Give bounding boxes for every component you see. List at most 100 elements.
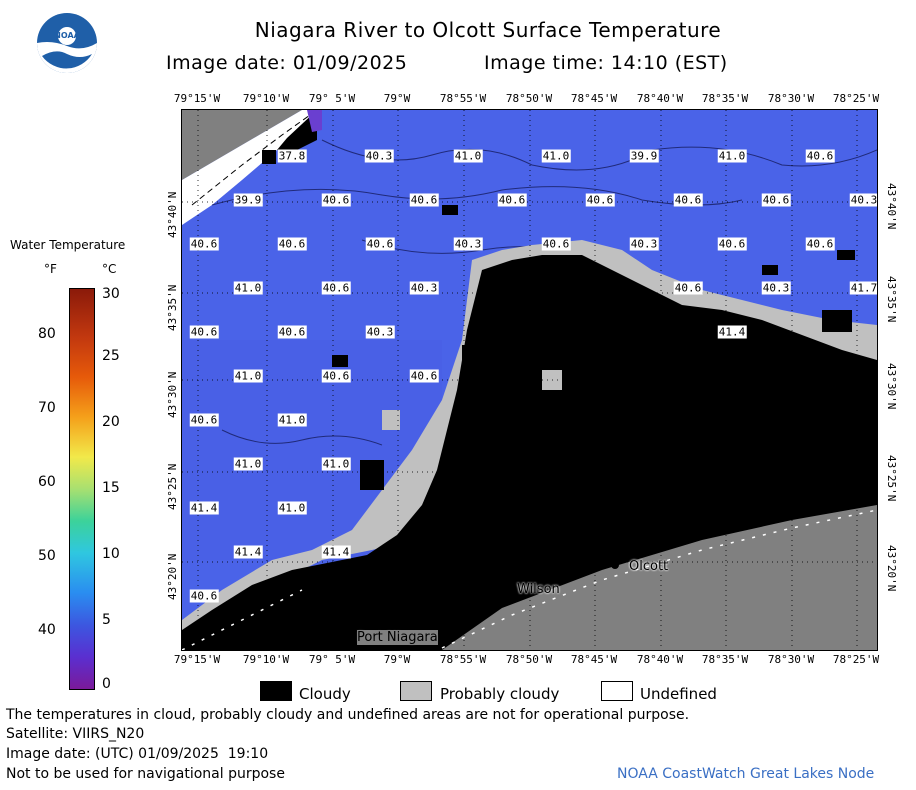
temp-label: 40.6 (673, 193, 703, 207)
probably-cloudy-swatch (400, 681, 432, 701)
satellite-text: Satellite: VIIRS_N20 (6, 726, 145, 742)
temp-label: 40.6 (189, 589, 219, 603)
temp-label: 40.6 (189, 237, 219, 251)
lon-label: 78°35'W (701, 92, 749, 105)
temp-label: 40.6 (497, 193, 527, 207)
temp-label: 41.4 (321, 545, 351, 559)
temp-label: 40.3 (761, 281, 791, 295)
image-time: Image time: 14:10 (EST) (484, 52, 728, 74)
c-tick: 0 (102, 676, 111, 692)
temp-label: 40.6 (541, 237, 571, 251)
temp-label: 40.6 (717, 237, 747, 251)
temp-label: 40.6 (805, 237, 835, 251)
temp-label: 40.6 (805, 149, 835, 163)
temp-label: 40.3 (365, 325, 395, 339)
map-graphic (182, 110, 877, 650)
temp-label: 40.6 (409, 193, 439, 207)
utc-date-text: Image date: (UTC) 01/09/2025 19:10 (6, 746, 269, 762)
temp-label: 41.0 (717, 149, 747, 163)
temp-label: 40.6 (277, 237, 307, 251)
lon-label: 78°45'W (570, 92, 618, 105)
cloudy-key-label: Cloudy (299, 685, 351, 703)
temperature-map: Olcott Wilson Port Niagara 37.8 40.3 41.… (181, 109, 878, 651)
f-tick: 50 (38, 548, 56, 564)
lon-label: 79°10'W (242, 92, 290, 105)
temp-label: 41.7 (849, 281, 878, 295)
disclaimer-text: The temperatures in cloud, probably clou… (6, 707, 690, 723)
noaa-logo: NOAA (36, 12, 98, 74)
lat-label: 43°35'N (885, 276, 898, 323)
temp-label: 40.6 (277, 325, 307, 339)
temp-label: 41.0 (233, 457, 263, 471)
temp-label: 40.6 (761, 193, 791, 207)
temp-label: 40.6 (321, 281, 351, 295)
port-niagara-label: Port Niagara (357, 630, 438, 645)
temp-label: 40.6 (365, 237, 395, 251)
temp-label: 41.0 (277, 501, 307, 515)
temp-label: 41.4 (189, 501, 219, 515)
lon-label: 78°40'W (636, 653, 684, 666)
temp-label: 41.0 (453, 149, 483, 163)
legend-unit-c: °C (102, 262, 117, 276)
temp-label: 40.6 (585, 193, 615, 207)
lon-label: 78°50'W (505, 653, 553, 666)
temp-label: 41.4 (233, 545, 263, 559)
logo-text: NOAA (54, 31, 80, 40)
lon-label: 78°35'W (701, 653, 749, 666)
f-tick: 60 (38, 474, 56, 490)
temp-label: 37.8 (277, 149, 307, 163)
f-tick: 40 (38, 622, 56, 638)
temp-label: 41.0 (321, 457, 351, 471)
temp-label: 40.3 (409, 281, 439, 295)
temp-label: 41.0 (233, 369, 263, 383)
lat-label: 43°20'N (885, 545, 898, 592)
temp-label: 40.6 (673, 281, 703, 295)
lon-label: 79°15'W (173, 92, 221, 105)
lon-label: 79°10'W (242, 653, 290, 666)
lon-label: 78°55'W (439, 653, 487, 666)
credit-text: NOAA CoastWatch Great Lakes Node (617, 766, 875, 782)
lon-label: 79° 5'W (308, 653, 356, 666)
lon-label: 78°45'W (570, 653, 618, 666)
temp-label: 41.0 (233, 281, 263, 295)
c-tick: 30 (102, 286, 120, 302)
undefined-swatch (601, 681, 633, 701)
c-tick: 5 (102, 612, 111, 628)
temp-label: 40.6 (409, 369, 439, 383)
lat-label: 43°30'N (166, 371, 179, 418)
lon-label: 78°40'W (636, 92, 684, 105)
lat-label: 43°25'N (885, 455, 898, 502)
lat-label: 43°40'N (166, 191, 179, 238)
temp-label: 39.9 (233, 193, 263, 207)
temp-label: 41.0 (277, 413, 307, 427)
lon-label: 78°25'W (832, 653, 880, 666)
lon-label: 78°30'W (767, 653, 815, 666)
f-tick: 80 (38, 326, 56, 342)
navigation-warning: Not to be used for navigational purpose (6, 766, 285, 782)
lat-label: 43°40'N (885, 183, 898, 230)
lon-label: 78°30'W (767, 92, 815, 105)
temp-label: 40.3 (364, 149, 394, 163)
temp-label: 39.9 (629, 149, 659, 163)
color-scale-bar (69, 288, 95, 690)
temp-label: 40.3 (629, 237, 659, 251)
temp-label: 41.0 (541, 149, 571, 163)
temp-label: 40.6 (189, 413, 219, 427)
temp-label: 40.6 (189, 325, 219, 339)
map-title: Niagara River to Olcott Surface Temperat… (254, 18, 722, 42)
c-tick: 20 (102, 414, 120, 430)
c-tick: 15 (102, 480, 120, 496)
lat-label: 43°20'N (166, 553, 179, 600)
temp-label: 41.4 (717, 325, 747, 339)
lat-label: 43°25'N (166, 463, 179, 510)
legend-unit-f: °F (44, 262, 57, 276)
f-tick: 70 (38, 400, 56, 416)
temp-label: 40.3 (849, 193, 878, 207)
lon-label: 79°15'W (173, 653, 221, 666)
wilson-label: Wilson (517, 582, 560, 597)
lon-label: 79°W (383, 653, 411, 666)
image-date: Image date: 01/09/2025 (166, 52, 408, 74)
temp-label: 40.6 (321, 193, 351, 207)
olcott-label: Olcott (629, 559, 669, 574)
temp-label: 40.6 (321, 369, 351, 383)
